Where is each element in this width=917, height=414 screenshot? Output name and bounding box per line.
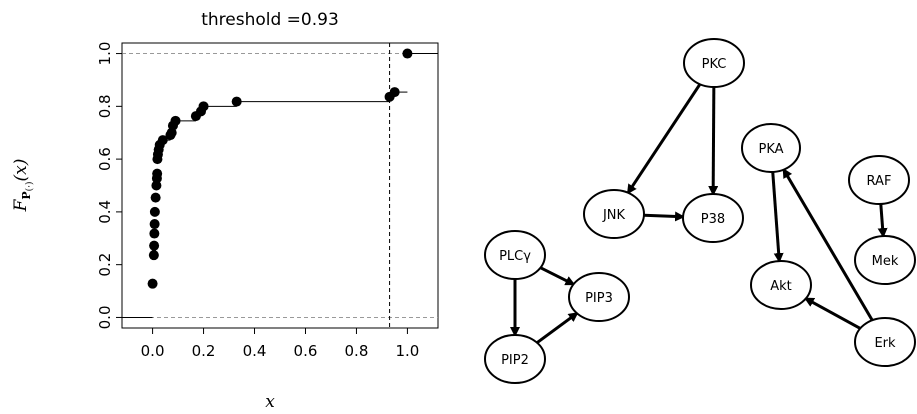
data-point <box>149 228 160 239</box>
graph-node-shape <box>741 123 801 173</box>
graph-node-shape <box>568 272 630 322</box>
graph-node-shape <box>484 230 546 280</box>
data-point <box>149 240 160 251</box>
x-axis-label: x <box>265 392 275 412</box>
data-point <box>148 250 159 261</box>
data-point <box>150 192 161 203</box>
graph-node-shape <box>682 193 744 243</box>
data-point <box>157 135 168 146</box>
data-point <box>389 87 400 98</box>
graph-edge <box>708 86 719 197</box>
graph-node-label: Mek <box>872 254 899 269</box>
graph-node-shape <box>683 38 745 88</box>
graph-node: Mek <box>854 235 916 285</box>
graph-node-label: Akt <box>770 279 792 294</box>
graph-edge <box>803 297 861 330</box>
graph-node: Erk <box>854 317 916 367</box>
graph-node-label: RAF <box>867 174 892 189</box>
graph-node-shape <box>854 317 916 367</box>
graph-node: PIP2 <box>484 334 546 384</box>
graph-edge <box>782 167 874 322</box>
graph-node-label: PKA <box>758 142 783 157</box>
data-point <box>151 180 162 191</box>
x-tick-label: 0.2 <box>192 342 216 360</box>
graph-node-label: PKC <box>702 57 727 72</box>
graph-node-label: JNK <box>602 208 626 223</box>
y-tick-label: 0.4 <box>96 200 114 224</box>
y-axis-label: FP(·)(x) <box>11 159 35 213</box>
graph-node: PIP3 <box>568 272 630 322</box>
plot-frame <box>121 42 439 329</box>
x-axis: 0.0 0.2 0.4 0.6 0.8 1.0 <box>141 327 419 360</box>
x-tick-label: 1.0 <box>395 342 419 360</box>
graph-node-shape <box>484 334 546 384</box>
graph-node: RAF <box>848 155 910 205</box>
data-point <box>170 115 181 126</box>
graph-node-label: P38 <box>701 212 725 227</box>
x-tick-label: 0.0 <box>141 342 165 360</box>
x-tick-label: 0.4 <box>243 342 267 360</box>
graph-edge <box>877 203 888 239</box>
data-point <box>198 101 209 112</box>
graph-node-label: PIP2 <box>501 353 529 368</box>
reference-lines <box>122 53 438 318</box>
data-point <box>147 278 158 289</box>
graph-node-label: PIP3 <box>585 291 613 306</box>
y-tick-label: 0.8 <box>96 94 114 118</box>
graph-node: P38 <box>682 193 744 243</box>
y-tick-label: 0.0 <box>96 306 114 330</box>
graph-node-label: Erk <box>874 336 896 351</box>
network-graph: PKC PKA RAF JNK P38 PLCγ PIP3 PIP2 Akt Mek Erk <box>484 38 916 384</box>
graph-nodes: PKC PKA RAF JNK P38 PLCγ PIP3 PIP2 Akt Mek Erk <box>484 38 916 384</box>
graph-node-shape <box>848 155 910 205</box>
data-point <box>231 96 242 107</box>
graph-edge <box>643 211 686 222</box>
plot-title: threshold =0.93 <box>201 10 339 30</box>
graph-node-label: PLCγ <box>499 249 531 264</box>
y-tick-label: 1.0 <box>96 42 114 66</box>
ecdf-points <box>147 48 413 289</box>
y-tick-label: 0.6 <box>96 147 114 171</box>
graph-node: PKA <box>741 123 801 173</box>
graph-edges <box>510 83 888 344</box>
graph-edge <box>626 83 702 195</box>
data-point <box>152 168 163 179</box>
graph-node-shape <box>583 189 645 239</box>
graph-edge <box>539 266 576 286</box>
ecdf-plot: threshold =0.93 0.0 0.2 0.4 0.6 0.8 1.0 0.00.… <box>11 10 439 412</box>
x-tick-label: 0.6 <box>294 342 318 360</box>
y-tick-label: 0.2 <box>96 253 114 277</box>
svg-text:FP(·)(x): FP(·)(x) <box>11 159 35 213</box>
data-point <box>402 48 413 59</box>
graph-edge <box>536 312 579 344</box>
y-axis: 0.0 0.2 0.4 0.6 0.8 1.0 <box>96 42 123 330</box>
graph-node: PKC <box>683 38 745 88</box>
graph-node-shape <box>750 260 812 310</box>
graph-node-shape <box>854 235 916 285</box>
graph-edge <box>771 171 784 264</box>
x-tick-label: 0.8 <box>345 342 369 360</box>
data-point <box>149 206 160 217</box>
graph-node: JNK <box>583 189 645 239</box>
graph-node: PLCγ <box>484 230 546 280</box>
data-point <box>149 219 160 230</box>
graph-node: Akt <box>750 260 812 310</box>
